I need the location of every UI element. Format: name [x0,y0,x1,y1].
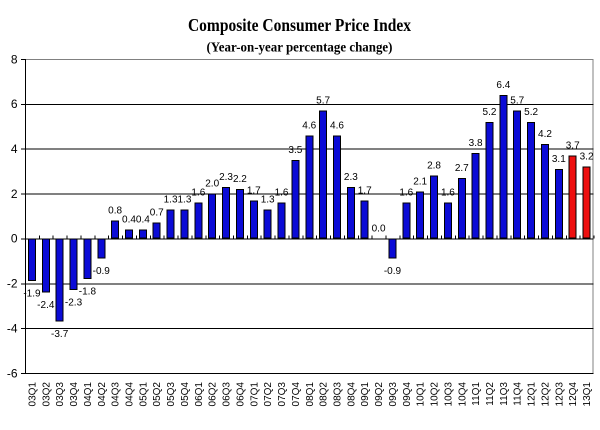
svg-text:07Q3: 07Q3 [277,382,288,407]
svg-text:1.6: 1.6 [275,188,289,199]
svg-text:-1.8: -1.8 [79,286,97,297]
svg-text:-1.9: -1.9 [23,289,41,300]
svg-text:1.3: 1.3 [164,194,178,205]
svg-text:-2.3: -2.3 [65,298,83,309]
svg-text:4.2: 4.2 [538,129,552,140]
svg-text:2.2: 2.2 [233,174,247,185]
svg-text:09Q3: 09Q3 [388,382,399,407]
svg-text:0.4: 0.4 [136,214,150,225]
svg-text:04Q2: 04Q2 [97,382,108,407]
svg-text:0.4: 0.4 [122,214,136,225]
svg-text:Composite Consumer Price Index: Composite Consumer Price Index [188,15,411,35]
svg-text:04Q3: 04Q3 [111,382,122,407]
svg-text:3.5: 3.5 [288,145,302,156]
svg-text:09Q4: 09Q4 [402,382,413,407]
svg-text:10Q2: 10Q2 [430,382,441,407]
svg-text:10Q3: 10Q3 [443,382,454,407]
svg-text:11Q1: 11Q1 [471,382,482,406]
svg-text:1.3: 1.3 [178,194,192,205]
svg-text:0.0: 0.0 [372,223,386,234]
svg-text:6.4: 6.4 [496,80,510,91]
svg-text:12Q4: 12Q4 [568,382,579,407]
svg-text:2.3: 2.3 [344,172,358,183]
svg-text:8: 8 [11,52,18,66]
svg-text:1.6: 1.6 [441,188,455,199]
svg-text:12Q2: 12Q2 [540,382,551,407]
svg-text:08Q1: 08Q1 [305,382,316,407]
svg-text:07Q2: 07Q2 [263,382,274,407]
svg-text:12Q3: 12Q3 [554,382,565,407]
svg-text:5.2: 5.2 [524,107,538,118]
svg-text:11Q4: 11Q4 [513,382,524,406]
svg-text:2.1: 2.1 [413,176,427,187]
svg-text:1.6: 1.6 [191,188,205,199]
svg-text:03Q1: 03Q1 [27,382,38,407]
svg-text:-2.4: -2.4 [37,300,55,311]
svg-text:03Q4: 03Q4 [69,382,80,407]
svg-text:05Q4: 05Q4 [180,382,191,407]
svg-text:-6: -6 [7,366,18,380]
svg-text:2.3: 2.3 [219,172,233,183]
svg-text:4.6: 4.6 [330,120,344,131]
svg-text:2.7: 2.7 [455,163,469,174]
svg-text:-4: -4 [7,321,18,335]
svg-text:09Q1: 09Q1 [360,382,371,407]
svg-text:1.7: 1.7 [247,185,261,196]
svg-text:1.3: 1.3 [261,194,275,205]
svg-text:07Q1: 07Q1 [249,382,260,407]
svg-text:08Q3: 08Q3 [332,382,343,407]
svg-text:1.7: 1.7 [358,185,372,196]
svg-text:4.6: 4.6 [302,120,316,131]
svg-text:11Q3: 11Q3 [499,382,510,406]
svg-text:5.7: 5.7 [316,96,330,107]
svg-text:3.7: 3.7 [566,140,580,151]
svg-text:07Q4: 07Q4 [291,382,302,407]
svg-text:05Q2: 05Q2 [152,382,163,407]
svg-text:5.7: 5.7 [510,96,524,107]
svg-text:2.8: 2.8 [427,161,441,172]
svg-text:3.8: 3.8 [469,138,483,149]
svg-text:06Q1: 06Q1 [194,382,205,407]
svg-text:-0.9: -0.9 [384,266,402,277]
svg-text:5.2: 5.2 [483,107,497,118]
svg-text:13Q1: 13Q1 [582,382,593,407]
svg-text:05Q1: 05Q1 [138,382,149,407]
svg-text:09Q2: 09Q2 [374,382,385,407]
svg-text:10Q4: 10Q4 [457,382,468,407]
svg-text:4: 4 [11,142,18,156]
svg-text:-0.9: -0.9 [93,266,111,277]
svg-text:11Q2: 11Q2 [485,382,496,406]
svg-text:04Q1: 04Q1 [83,382,94,407]
svg-text:3.2: 3.2 [580,152,594,163]
svg-text:03Q2: 03Q2 [41,382,52,407]
svg-text:2.0: 2.0 [205,179,219,190]
svg-text:04Q4: 04Q4 [124,382,135,407]
svg-text:08Q2: 08Q2 [319,382,330,407]
svg-text:06Q3: 06Q3 [222,382,233,407]
svg-text:10Q1: 10Q1 [416,382,427,407]
svg-text:0.8: 0.8 [108,205,122,216]
svg-text:3.1: 3.1 [552,154,566,165]
svg-text:2: 2 [11,187,18,201]
svg-text:03Q3: 03Q3 [55,382,66,407]
svg-text:05Q3: 05Q3 [166,382,177,407]
svg-text:6: 6 [11,97,18,111]
svg-text:(Year-on-year percentage chang: (Year-on-year percentage change) [207,41,393,56]
svg-text:1.6: 1.6 [399,188,413,199]
svg-text:-3.7: -3.7 [51,329,69,340]
svg-text:-2: -2 [7,277,18,291]
svg-text:08Q4: 08Q4 [346,382,357,407]
svg-text:06Q2: 06Q2 [208,382,219,407]
svg-text:06Q4: 06Q4 [235,382,246,407]
svg-text:0: 0 [11,232,18,246]
svg-text:12Q1: 12Q1 [527,382,538,407]
svg-text:0.7: 0.7 [150,208,164,219]
